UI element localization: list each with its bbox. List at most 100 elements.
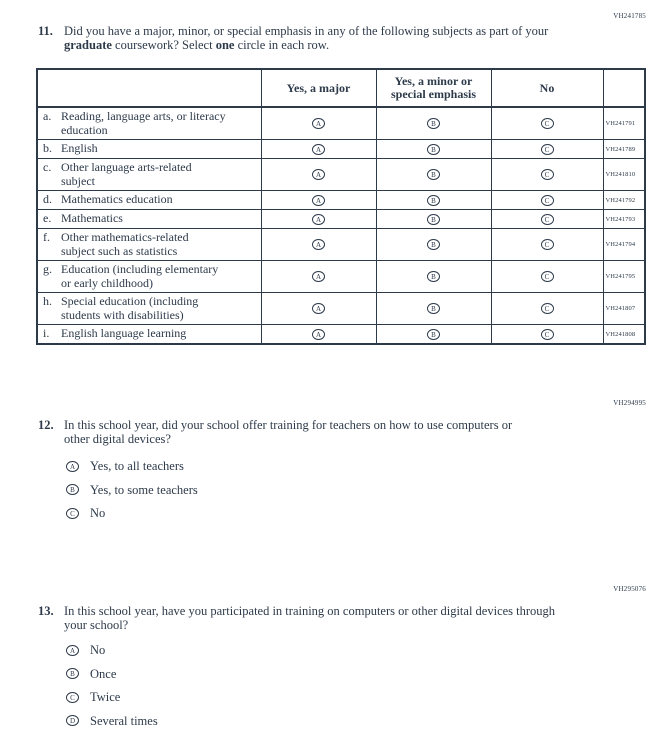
radio-yes-minor[interactable]: B [427, 118, 440, 130]
option-label: Once [90, 666, 117, 681]
header-yes-major: Yes, a major [260, 68, 377, 108]
question-12-options: A Yes, to all teachers B Yes, to some te… [66, 459, 198, 530]
row-code: VH241807 [602, 292, 646, 325]
question-11-number: 11. [38, 24, 53, 38]
row-letter: b. [43, 141, 52, 156]
radio-yes-major[interactable]: A [312, 303, 325, 315]
question-11-text: Did you have a major, minor, or special … [64, 24, 549, 52]
table-row: f. Other mathematics-related subject such … [36, 228, 646, 261]
q13-option-several-times[interactable]: D Several times [66, 714, 158, 728]
radio-icon[interactable]: D [66, 715, 79, 726]
option-label: Several times [90, 713, 158, 728]
radio-yes-major[interactable]: A [312, 213, 325, 225]
q13-option-twice[interactable]: C Twice [66, 690, 158, 704]
row-letter: d. [43, 192, 52, 207]
row-letter: a. [43, 109, 52, 123]
question-13-number: 13. [38, 604, 54, 618]
q12-option-yes-some[interactable]: B Yes, to some teachers [66, 483, 198, 497]
row-label: Reading, language arts, or literacy educa… [61, 109, 226, 137]
row-code: VH241795 [602, 260, 646, 293]
table-row: h. Special education (including students w… [36, 292, 646, 325]
question-12-number: 12. [38, 418, 54, 432]
row-letter: h. [43, 294, 52, 308]
radio-yes-major[interactable]: A [312, 239, 325, 251]
row-label: Education (including elementary or early … [61, 262, 219, 290]
q11-response-table: Yes, a major Yes, a minor or special emp… [36, 68, 646, 345]
radio-no[interactable]: C [540, 169, 554, 181]
radio-icon[interactable]: B [66, 484, 79, 495]
table-row: a. Reading, language arts, or literacy edu… [36, 106, 646, 140]
row-code: VH241791 [602, 106, 646, 140]
option-label: No [90, 506, 106, 520]
radio-icon[interactable]: B [66, 668, 79, 679]
radio-yes-minor[interactable]: B [427, 328, 440, 340]
row-code: VH241810 [602, 158, 646, 191]
row-label: English language learning [61, 326, 187, 341]
radio-yes-minor[interactable]: B [427, 169, 440, 181]
question-12-text: In this school year, did your school off… [64, 418, 513, 446]
radio-yes-major[interactable]: A [312, 169, 325, 181]
radio-icon[interactable]: C [66, 507, 79, 519]
row-label: Other language arts-related subject [61, 160, 192, 188]
row-label: Special education (including students wit… [61, 294, 199, 322]
option-label: No [90, 643, 106, 657]
row-letter: g. [43, 262, 52, 276]
table-row: b. English A B C VH241789 [36, 139, 646, 159]
q12-accession-code: VH294995 [613, 399, 646, 407]
q11-accession-code: VH241785 [613, 12, 646, 20]
row-letter: f. [43, 230, 50, 244]
radio-no[interactable]: C [540, 143, 554, 155]
question-13-options: A No B Once C Twice D Several times [66, 643, 158, 737]
row-code: VH241808 [602, 324, 646, 345]
row-letter: c. [43, 160, 52, 174]
row-label: Other mathematics-related subject such as… [61, 230, 189, 258]
table-row: c. Other language arts-related subject A B… [36, 158, 646, 191]
radio-yes-major[interactable]: A [312, 143, 325, 155]
q13-accession-code: VH295076 [613, 585, 646, 593]
radio-yes-major[interactable]: A [312, 118, 325, 130]
q12-option-no[interactable]: C No [66, 506, 198, 520]
radio-icon[interactable]: A [66, 460, 79, 472]
radio-icon[interactable]: A [66, 644, 79, 656]
option-label: Yes, to some teachers [90, 482, 198, 497]
radio-icon[interactable]: C [66, 691, 79, 703]
radio-yes-major[interactable]: A [312, 328, 325, 340]
option-label: Twice [90, 690, 121, 704]
radio-no[interactable]: C [540, 118, 554, 130]
radio-yes-minor[interactable]: B [427, 239, 440, 251]
row-label: English [61, 141, 98, 156]
radio-no[interactable]: C [540, 303, 554, 315]
q13-option-no[interactable]: A No [66, 643, 158, 657]
question-13-text: In this school year, have you participat… [64, 604, 556, 632]
radio-no[interactable]: C [540, 328, 554, 340]
radio-yes-major[interactable]: A [312, 271, 325, 283]
radio-no[interactable]: C [540, 194, 554, 206]
row-letter: e. [43, 211, 52, 226]
q13-option-once[interactable]: B Once [66, 667, 158, 681]
table-row: d. Mathematics education A B C VH241792 [36, 190, 646, 210]
header-blank [36, 68, 262, 108]
question-12: 12. In this school year, did your school… [38, 418, 524, 446]
row-code: VH241794 [602, 228, 646, 261]
table-row: i. English language learning A B C VH2418… [36, 324, 646, 345]
q12-option-yes-all[interactable]: A Yes, to all teachers [66, 459, 198, 473]
radio-yes-minor[interactable]: B [427, 143, 440, 155]
table-row: g. Education (including elementary or earl… [36, 260, 646, 293]
radio-no[interactable]: C [540, 213, 554, 225]
radio-yes-minor[interactable]: B [427, 303, 440, 315]
row-label: Mathematics [61, 211, 123, 226]
radio-no[interactable]: C [540, 239, 554, 251]
header-yes-minor: Yes, a minor or special emphasis [375, 68, 492, 108]
row-letter: i. [43, 326, 50, 341]
radio-yes-minor[interactable]: B [427, 213, 440, 225]
radio-yes-minor[interactable]: B [427, 194, 440, 206]
row-label: Mathematics education [61, 192, 173, 207]
radio-yes-major[interactable]: A [312, 194, 325, 206]
header-code-blank [602, 68, 646, 108]
question-11: 11. Did you have a major, minor, or spec… [38, 24, 564, 52]
question-13: 13. In this school year, have you partic… [38, 604, 564, 632]
table-header-row: Yes, a major Yes, a minor or special emp… [36, 68, 646, 108]
radio-yes-minor[interactable]: B [427, 271, 440, 283]
radio-no[interactable]: C [540, 271, 554, 283]
